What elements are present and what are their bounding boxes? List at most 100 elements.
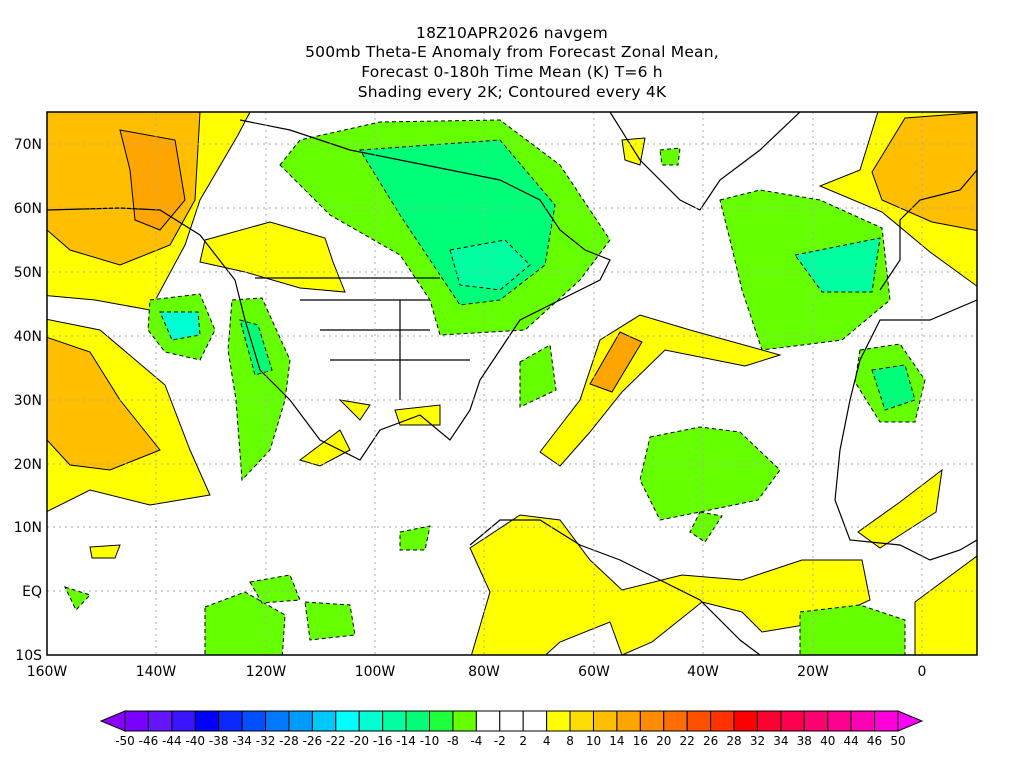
colorbar-label: -20 xyxy=(349,734,369,748)
colorbar-label: -38 xyxy=(209,734,229,748)
cold-anomaly-small xyxy=(204,591,286,655)
colorbar-label: 38 xyxy=(797,734,812,748)
cold-anomaly-canada-core xyxy=(449,239,531,291)
lat-label: EQ xyxy=(22,584,42,600)
warm-anomaly-southeast xyxy=(914,555,977,655)
colorbar-high-arrow xyxy=(897,710,924,732)
lon-label: 20W xyxy=(797,664,829,680)
colorbar-swatch xyxy=(522,710,548,732)
coastline-africa xyxy=(834,299,977,561)
gridlines xyxy=(47,112,977,655)
colorbar-swatch xyxy=(569,710,594,732)
warm-anomaly-small xyxy=(338,399,371,421)
cold-anomaly-small xyxy=(249,574,301,604)
title-line-2: 500mb Theta-E Anomaly from Forecast Zona… xyxy=(305,43,719,61)
colorbar-swatch xyxy=(639,710,665,732)
colorbar-label: -16 xyxy=(373,734,393,748)
lat-label: 50N xyxy=(14,265,42,281)
warm-anomaly-atlantic-band xyxy=(539,314,782,467)
cold-anomaly-small xyxy=(64,586,91,611)
lat-label: 10S xyxy=(15,648,42,664)
colorbar-swatch xyxy=(405,710,431,732)
lon-label: 140W xyxy=(136,664,177,680)
title-line-3: Forecast 0-180h Time Mean (K) T=6 h xyxy=(361,63,663,81)
cold-anomaly-small xyxy=(659,147,681,166)
colorbar-label: 26 xyxy=(703,734,718,748)
colorbar-swatch xyxy=(850,710,876,732)
coastline-south-america xyxy=(469,519,761,655)
colorbar-swatch xyxy=(124,710,149,732)
colorbar-label: -22 xyxy=(326,734,346,748)
colorbar-swatch xyxy=(194,710,220,732)
cold-anomaly-small xyxy=(399,525,431,551)
shading-layer xyxy=(47,112,977,655)
colorbar-swatch xyxy=(171,710,196,732)
colorbar-label: 16 xyxy=(633,734,648,748)
colorbar-swatch xyxy=(288,710,313,732)
colorbar-swatch xyxy=(429,710,454,732)
lon-label: 120W xyxy=(246,664,287,680)
colorbar-swatch xyxy=(710,710,735,732)
lon-label: 60W xyxy=(578,664,610,680)
colorbar-label: -50 xyxy=(115,734,135,748)
cold-anomaly-small xyxy=(304,601,356,641)
colorbar-label: -10 xyxy=(420,734,440,748)
warm-anomaly-atlantic-core xyxy=(589,331,643,393)
colorbar-swatch xyxy=(733,710,758,732)
lat-axis-labels: 70N 60N 50N 40N 30N 20N 10N EQ 10S xyxy=(14,137,42,664)
colorbar-swatch xyxy=(452,710,477,732)
lat-label: 40N xyxy=(14,329,42,345)
cold-anomaly-california-inner xyxy=(239,319,273,376)
colorbar-swatch xyxy=(499,710,524,732)
colorbar-label: 2 xyxy=(519,734,527,748)
colorbar-label: 4 xyxy=(543,734,551,748)
colorbar-swatch xyxy=(358,710,384,732)
coastlines xyxy=(47,112,977,655)
colorbar-label: 32 xyxy=(750,734,765,748)
lat-label: 30N xyxy=(14,393,42,409)
colorbar-swatch xyxy=(546,710,571,732)
cold-anomaly-west-atlantic xyxy=(519,344,557,408)
colorbar-label: -40 xyxy=(185,734,205,748)
lat-label: 60N xyxy=(14,201,42,217)
colorbar-label: -4 xyxy=(470,734,482,748)
coastline-greenland xyxy=(609,112,801,211)
cold-anomaly-tropical-atlantic xyxy=(639,426,781,521)
colorbar-swatch xyxy=(265,710,290,732)
colorbar-swatch xyxy=(241,710,267,732)
cold-anomaly-small xyxy=(689,511,723,543)
colorbar-swatch xyxy=(218,710,243,732)
colorbar-swatch xyxy=(780,710,805,732)
colorbar-swatch xyxy=(803,710,829,732)
colorbar: -50 -46 -44 -40 -38 -34 -32 -28 -26 -22 -20 -16 -14-… xyxy=(99,710,924,748)
colorbar-label: -14 xyxy=(396,734,416,748)
colorbar-label: -2 xyxy=(494,734,506,748)
lon-label: 40W xyxy=(687,664,719,680)
colorbar-swatch xyxy=(756,710,782,732)
warm-anomaly-small xyxy=(298,429,351,467)
colorbar-label: -26 xyxy=(303,734,323,748)
lon-label: 100W xyxy=(355,664,396,680)
cold-anomaly-east-pacific-core xyxy=(159,311,201,341)
coastline-europe xyxy=(879,169,977,291)
colorbar-label: 14 xyxy=(609,734,624,748)
warm-anomaly-west-africa xyxy=(857,468,943,549)
colorbar-swatch xyxy=(874,710,899,732)
colorbar-swatch xyxy=(616,710,641,732)
colorbar-label: -46 xyxy=(139,734,159,748)
warm-anomaly-subtropical-pacific-inner xyxy=(47,336,161,471)
cold-anomaly-north-atlantic-core xyxy=(794,237,881,293)
lon-label: 80W xyxy=(468,664,500,680)
cold-anomaly-california xyxy=(227,297,291,482)
lat-label: 70N xyxy=(14,137,42,153)
cold-anomaly-north-atlantic xyxy=(719,189,891,351)
colorbar-swatch xyxy=(663,710,688,732)
lon-label: 160W xyxy=(27,664,68,680)
colorbar-swatch xyxy=(686,710,712,732)
colorbar-swatch xyxy=(827,710,852,732)
plot-frame xyxy=(46,111,978,656)
colorbar-label: -34 xyxy=(232,734,252,748)
colorbar-swatch xyxy=(311,710,337,732)
title-line-1: 18Z10APR2026 navgem xyxy=(416,24,608,42)
lon-label: 0 xyxy=(918,664,927,680)
